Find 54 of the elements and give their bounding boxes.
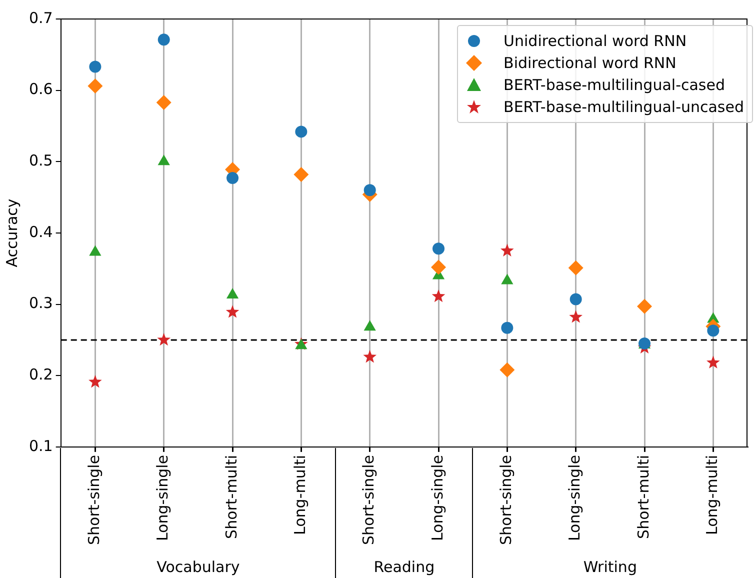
point xyxy=(500,362,515,378)
point xyxy=(364,320,376,331)
text: Vocabulary xyxy=(156,558,240,576)
x-tick-label: Short-single xyxy=(85,454,104,546)
point xyxy=(500,244,514,256)
x-tick-label: Short-multi xyxy=(634,454,652,539)
point xyxy=(363,350,377,363)
point xyxy=(432,289,446,302)
point xyxy=(707,324,720,337)
x-tick-label: Long-multi xyxy=(703,454,722,535)
point xyxy=(89,60,102,73)
point xyxy=(501,322,514,334)
y-axis-title: Accuracy xyxy=(2,198,21,268)
x-tick-label: Long-single xyxy=(154,454,172,542)
legend-label: Unidirectional word RNN xyxy=(504,31,687,52)
point xyxy=(156,94,172,110)
x-tick-label: Short-multi xyxy=(222,454,240,539)
x-tick-label: Short-single xyxy=(360,454,378,546)
y-tick-label: 0.1 xyxy=(28,436,53,455)
point xyxy=(89,245,102,256)
point xyxy=(431,260,446,275)
point xyxy=(294,166,309,182)
x-tick-label: Long-multi xyxy=(291,454,310,535)
point xyxy=(295,126,308,138)
text: Reading xyxy=(374,558,435,576)
point xyxy=(569,310,582,323)
point xyxy=(226,288,239,299)
point xyxy=(432,242,445,255)
x-tick-label: Long-single xyxy=(566,454,584,542)
x-tick-label: Short-single xyxy=(497,454,516,546)
point xyxy=(157,332,171,346)
y-tick-label: 0.3 xyxy=(28,294,53,312)
y-tick-label: 0.2 xyxy=(28,365,53,384)
y-tick-label: 0.4 xyxy=(28,222,53,241)
point xyxy=(158,154,170,166)
x-tick-label: Long-single xyxy=(428,454,446,542)
point xyxy=(501,274,514,284)
point xyxy=(568,260,584,276)
y-tick-label: 0.5 xyxy=(28,152,53,170)
point xyxy=(88,78,103,94)
legend-label: BERT-base-multilingual-cased xyxy=(504,75,725,96)
point xyxy=(226,172,239,184)
point xyxy=(706,356,720,368)
text: Writing xyxy=(583,558,637,576)
point xyxy=(226,305,240,318)
legend-label: Bidirectional word RNN xyxy=(504,53,676,74)
point xyxy=(88,375,102,388)
y-tick-label: 0.6 xyxy=(28,80,53,98)
point xyxy=(364,184,376,196)
y-tick-label: 0.7 xyxy=(28,8,53,27)
legend-label: BERT-base-multilingual-uncased xyxy=(504,97,744,118)
point xyxy=(637,298,652,314)
point xyxy=(570,293,582,306)
point xyxy=(158,34,170,46)
